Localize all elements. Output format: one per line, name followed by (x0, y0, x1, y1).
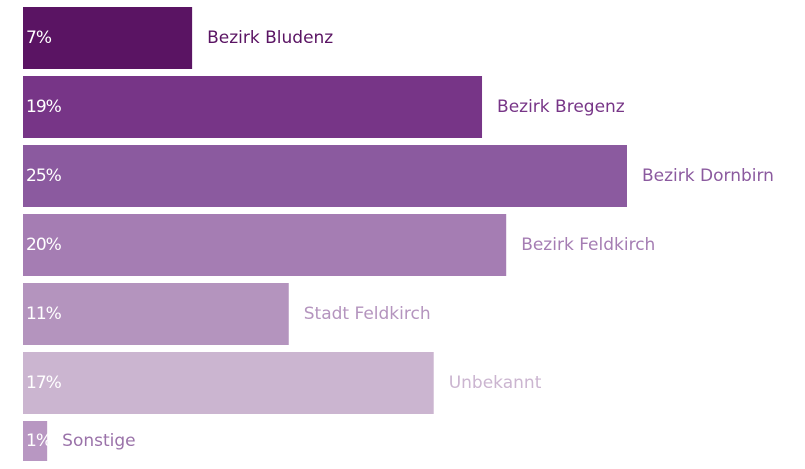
value-label: 11% (26, 304, 62, 324)
bar (23, 7, 193, 69)
bar (23, 76, 483, 138)
bar (23, 283, 289, 345)
category-label: Unbekannt (449, 373, 542, 393)
value-label: 25% (26, 166, 62, 186)
category-label: Sonstige (62, 431, 135, 451)
category-label: Bezirk Dornbirn (642, 166, 774, 186)
category-label: Bezirk Feldkirch (521, 235, 655, 255)
bar (23, 145, 627, 207)
value-label: 7% (26, 28, 52, 48)
value-label: 20% (26, 235, 62, 255)
bar (23, 214, 507, 276)
category-label: Bezirk Bregenz (497, 97, 625, 117)
category-label: Bezirk Bludenz (207, 28, 333, 48)
value-label: 19% (26, 97, 62, 117)
value-label: 17% (26, 373, 62, 393)
category-label: Stadt Feldkirch (304, 304, 431, 324)
bar (23, 421, 48, 461)
value-label: 1% (26, 431, 52, 451)
bar (23, 352, 434, 414)
